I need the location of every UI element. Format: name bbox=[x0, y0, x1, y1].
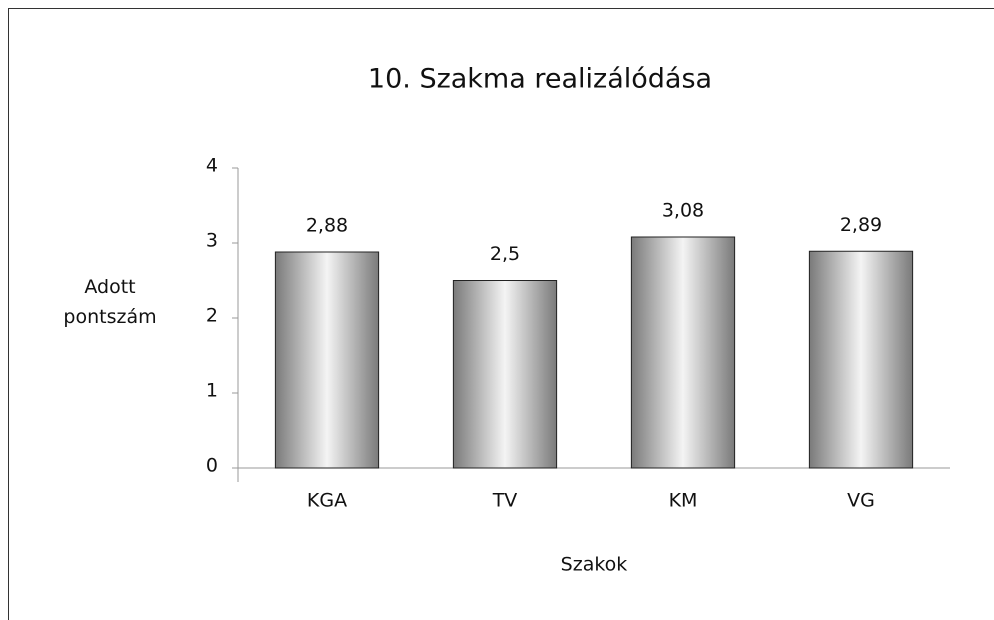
y-tick-label: 3 bbox=[206, 230, 218, 252]
bar bbox=[808, 250, 914, 469]
frame bbox=[8, 8, 994, 620]
chart-title: 10. Szakma realizálódása bbox=[368, 64, 712, 95]
x-tick-label: KGA bbox=[307, 490, 347, 512]
value-label: 2,89 bbox=[840, 214, 882, 236]
y-tick-label: 0 bbox=[206, 455, 218, 477]
y-axis-label: Adott pontszám bbox=[63, 276, 157, 328]
x-tick-label: TV bbox=[492, 490, 518, 512]
bar bbox=[630, 236, 736, 469]
y-tick-label: 2 bbox=[206, 305, 218, 327]
value-label: 3,08 bbox=[662, 200, 704, 222]
bar bbox=[452, 280, 558, 469]
value-label: 2,5 bbox=[490, 243, 520, 265]
x-tick-label: KM bbox=[669, 490, 698, 512]
x-tick-label: VG bbox=[847, 490, 875, 512]
y-tick-label: 4 bbox=[206, 155, 218, 177]
value-label: 2,88 bbox=[306, 215, 348, 237]
y-tick-label: 1 bbox=[206, 380, 218, 402]
x-axis-label: Szakok bbox=[561, 554, 628, 576]
bar bbox=[274, 251, 380, 469]
